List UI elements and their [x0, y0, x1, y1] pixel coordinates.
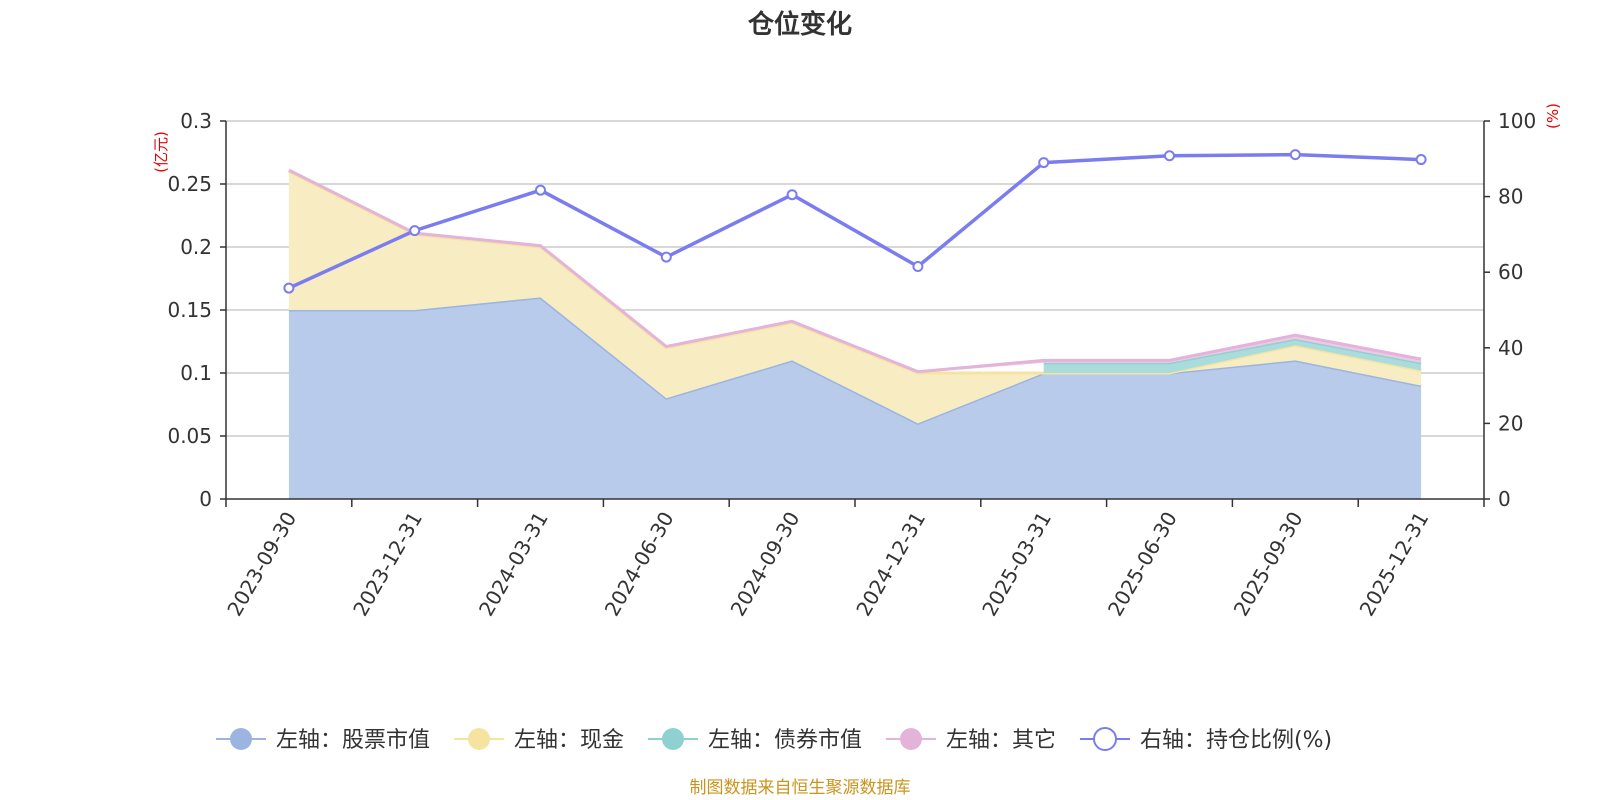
legend-item: 左轴：债券市值 — [648, 728, 862, 753]
right-axis-tick-label: 80 — [1498, 185, 1523, 209]
left-axis-tick-label: 0.25 — [167, 172, 212, 196]
position-ratio-line — [288, 152, 1422, 290]
area-3 — [1043, 339, 1422, 373]
right-axis-tick-label: 60 — [1498, 260, 1523, 284]
position-ratio-point — [1038, 157, 1050, 169]
legend-marker — [468, 728, 490, 750]
position-ratio-point — [1415, 154, 1427, 166]
left-axis-tick-label: 0.1 — [180, 361, 212, 385]
area-edge-4 — [288, 168, 1422, 374]
position-ratio-point — [912, 261, 924, 273]
x-axis-tick-label: 2023-09-30 — [222, 508, 301, 621]
legend-marker — [1093, 727, 1117, 751]
legend-label: 右轴：持仓比例(%) — [1140, 728, 1332, 753]
area-2 — [288, 171, 1422, 424]
left-axis-tick-label: 0 — [199, 487, 212, 511]
left-axis-unit: (亿元) — [152, 131, 170, 173]
legend-label: 左轴：其它 — [946, 728, 1056, 753]
right-axis-tick-label: 40 — [1498, 336, 1523, 360]
position-ratio-point — [1164, 150, 1175, 162]
position-ratio-point — [660, 251, 672, 263]
position-ratio-point — [535, 184, 546, 196]
right-axis-unit: (%) — [1544, 103, 1562, 129]
x-axis-tick-label: 2024-06-30 — [600, 508, 679, 621]
left-axis-tick-label: 0.05 — [167, 424, 212, 448]
legend-label: 左轴：股票市值 — [276, 728, 430, 753]
legend-item: 左轴：其它 — [886, 728, 1056, 753]
x-axis-tick-label: 2025-12-31 — [1355, 508, 1434, 621]
area-1 — [288, 297, 1422, 499]
x-axis-tick-label: 2024-09-30 — [726, 508, 805, 621]
right-axis-tick-label: 20 — [1498, 411, 1523, 435]
legend-item: 左轴：股票市值 — [216, 728, 430, 753]
x-axis-tick-label: 2025-06-30 — [1103, 508, 1182, 621]
legend: 左轴：股票市值 左轴：现金 左轴：债券市值 左轴：其它 右轴：持仓比例(%) — [216, 727, 1332, 753]
position-ratio-point — [409, 225, 421, 237]
x-axis-tick-label: 2023-12-31 — [348, 508, 427, 621]
x-axis-tick-label: 2025-03-31 — [977, 508, 1056, 621]
left-axis-tick-label: 0.3 — [180, 109, 212, 133]
x-axis-tick-label: 2024-03-31 — [474, 508, 553, 621]
right-axis-tick-label: 100 — [1498, 109, 1536, 133]
stacked-areas — [288, 168, 1422, 499]
legend-marker — [900, 728, 922, 750]
x-axis-tick-label: 2024-12-31 — [851, 508, 930, 621]
legend-item: 左轴：现金 — [454, 728, 624, 753]
position-ratio-point — [283, 282, 295, 294]
legend-item: 右轴：持仓比例(%) — [1080, 727, 1332, 753]
position-ratio-point — [1289, 149, 1301, 161]
series-lines — [283, 149, 1427, 294]
left-axis-tick-label: 0.2 — [180, 235, 212, 259]
x-axis-tick-label: 2025-09-30 — [1229, 508, 1308, 621]
legend-label: 左轴：债券市值 — [708, 728, 862, 753]
data-source-note: 制图数据来自恒生聚源数据库 — [690, 778, 911, 798]
position-ratio-point — [786, 189, 798, 201]
legend-marker — [230, 728, 252, 750]
legend-label: 左轴：现金 — [514, 728, 624, 753]
right-axis-tick-label: 0 — [1498, 487, 1511, 511]
chart-title: 仓位变化 — [747, 9, 852, 40]
left-axis-tick-label: 0.15 — [167, 298, 212, 322]
legend-marker — [662, 728, 684, 750]
